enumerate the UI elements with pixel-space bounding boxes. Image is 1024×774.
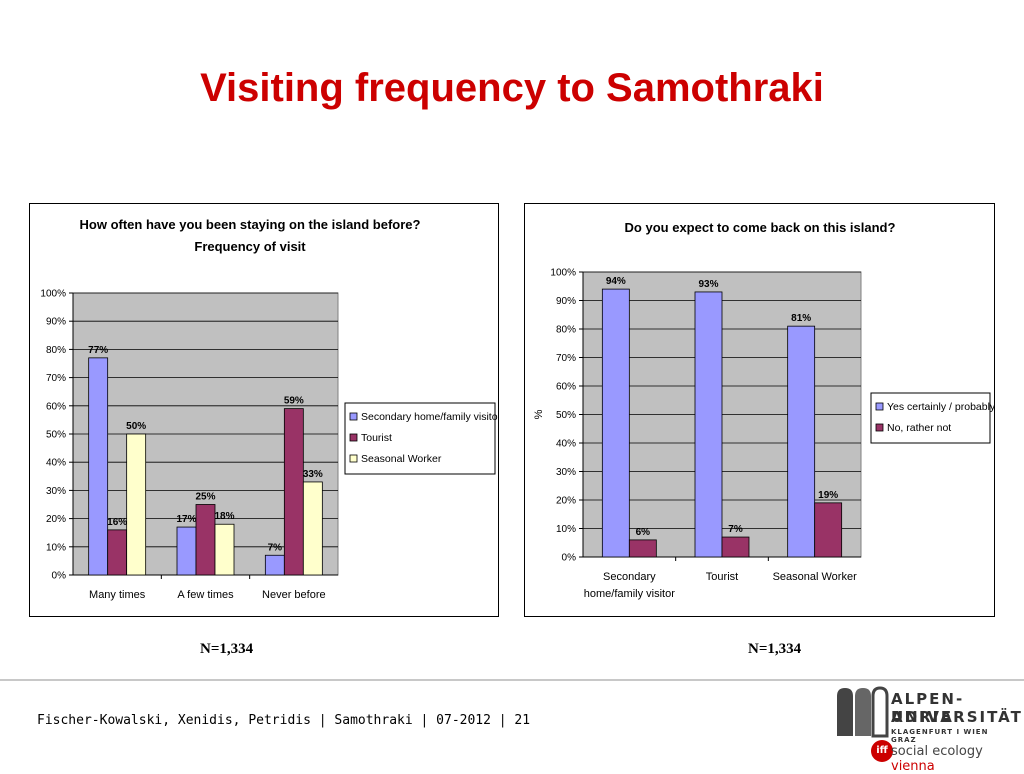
y-tick-label: 30% — [556, 467, 576, 478]
x-tick-label: Secondary home/family visitor — [584, 571, 675, 600]
data-label: 25% — [195, 492, 215, 503]
iff-badge-icon: iff — [871, 740, 893, 762]
bar — [214, 523, 235, 576]
bar — [126, 433, 147, 576]
sample-size-label-1: N=1,334 — [200, 641, 254, 657]
footer-divider — [0, 679, 1024, 681]
data-label: 7% — [268, 542, 283, 553]
logo-text-line3: KLAGENFURT I WIEN GRAZ — [891, 728, 989, 744]
legend-swatch — [349, 412, 358, 421]
y-tick-label: 20% — [46, 514, 66, 525]
bar — [176, 526, 197, 576]
data-label: 7% — [728, 524, 743, 535]
university-logo: ALPEN-ADRIA UNIVERSITÄT KLAGENFURT I WIE… — [835, 684, 1021, 774]
y-tick-label: 50% — [46, 430, 66, 441]
y-tick-label: 20% — [556, 496, 576, 507]
bar — [107, 529, 128, 576]
logo-text-line1: ALPEN-ADRIA — [891, 690, 965, 726]
data-label: 93% — [698, 279, 718, 290]
legend-label: Secondary home/family visitor — [361, 411, 498, 423]
x-tick-label: Never before — [262, 589, 326, 601]
legend-swatch — [349, 454, 358, 463]
legend-box — [870, 392, 991, 444]
bar — [628, 539, 657, 558]
legend-label: No, rather not — [887, 422, 951, 434]
y-tick-label: 0% — [562, 553, 577, 564]
bar — [283, 408, 304, 576]
chart-title: How often have you been staying on the i… — [80, 217, 421, 232]
x-tick-label: A few times — [177, 589, 234, 601]
y-tick-label: 40% — [556, 439, 576, 450]
chart-visit-frequency: How often have you been staying on the i… — [29, 203, 499, 617]
logo-mark-icon — [837, 686, 889, 738]
chart-return-expectation-svg: Do you expect to come back on this islan… — [533, 220, 994, 600]
bar — [88, 357, 109, 576]
bar — [787, 325, 816, 558]
chart-title: Do you expect to come back on this islan… — [625, 220, 896, 235]
bar — [264, 554, 285, 576]
y-tick-label: 10% — [46, 542, 66, 553]
legend-box — [344, 402, 496, 475]
data-label: 81% — [791, 313, 811, 324]
y-axis-label: % — [533, 409, 545, 419]
y-tick-label: 0% — [52, 571, 67, 582]
y-tick-label: 100% — [40, 289, 66, 300]
bar — [814, 502, 843, 558]
y-tick-label: 40% — [46, 458, 66, 469]
bar — [694, 291, 723, 558]
x-tick-label: Seasonal Worker — [773, 571, 858, 583]
data-label: 33% — [303, 469, 323, 480]
y-tick-label: 80% — [556, 325, 576, 336]
logo-text-line2: UNIVERSITÄT — [891, 708, 1023, 726]
bar — [195, 504, 216, 576]
bar — [721, 536, 750, 558]
legend-label: Tourist — [361, 432, 392, 444]
sample-size-label-2: N=1,334 — [748, 641, 802, 657]
data-label: 6% — [636, 527, 651, 538]
data-label: 59% — [284, 396, 304, 407]
y-tick-label: 30% — [46, 486, 66, 497]
data-label: 77% — [88, 345, 108, 356]
y-tick-label: 50% — [556, 410, 576, 421]
logo-social-ecology: social ecology — [891, 744, 983, 759]
bar — [302, 481, 323, 576]
legend-swatch — [875, 423, 884, 432]
y-tick-label: 60% — [556, 382, 576, 393]
slide-title: Visiting frequency to Samothraki — [200, 66, 824, 110]
data-label: 18% — [214, 511, 234, 522]
y-tick-label: 90% — [46, 317, 66, 328]
logo-vienna: vienna — [891, 759, 935, 774]
bar — [601, 288, 630, 558]
y-tick-label: 90% — [556, 296, 576, 307]
logo-text-line4: social ecology vienna — [891, 744, 1015, 774]
x-tick-label: Many times — [89, 589, 146, 601]
data-label: 94% — [606, 276, 626, 287]
chart-subtitle: Frequency of visit — [194, 239, 306, 254]
footer-citation: Fischer-Kowalski, Xenidis, Petridis | Sa… — [37, 713, 531, 728]
y-tick-label: 70% — [46, 373, 66, 384]
y-tick-label: 10% — [556, 524, 576, 535]
y-tick-label: 100% — [550, 268, 576, 279]
legend-label: Yes certainly / probably — [887, 401, 994, 413]
chart-visit-frequency-svg: How often have you been staying on the i… — [40, 217, 498, 601]
legend-swatch — [349, 433, 358, 442]
y-tick-label: 70% — [556, 353, 576, 364]
legend-swatch — [875, 402, 884, 411]
y-tick-label: 60% — [46, 401, 66, 412]
data-label: 50% — [126, 421, 146, 432]
data-label: 17% — [176, 514, 196, 525]
data-label: 19% — [818, 490, 838, 501]
data-label: 16% — [107, 517, 127, 528]
x-tick-label: Tourist — [706, 571, 738, 583]
y-tick-label: 80% — [46, 345, 66, 356]
chart-return-expectation: Do you expect to come back on this islan… — [524, 203, 995, 617]
legend-label: Seasonal Worker — [361, 453, 442, 465]
